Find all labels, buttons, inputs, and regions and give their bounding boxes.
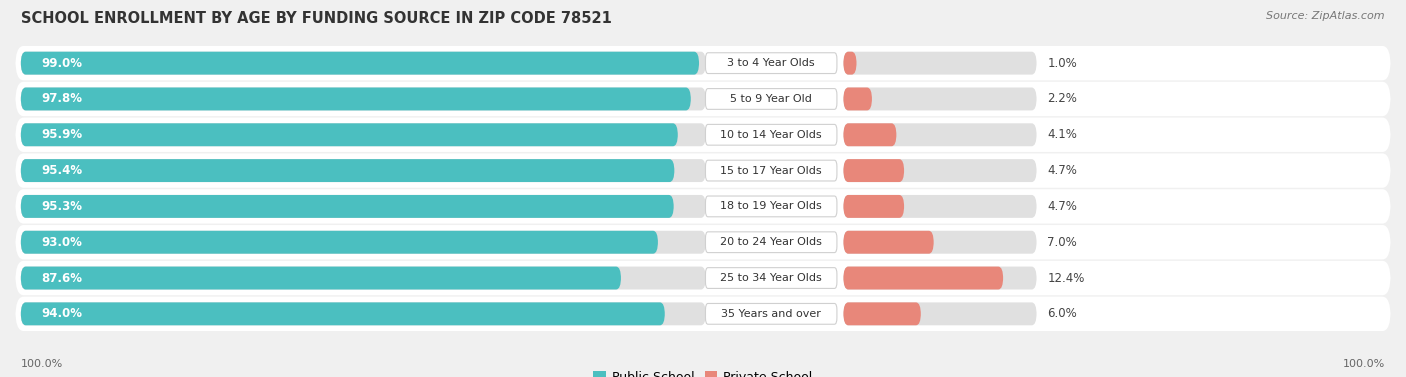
Legend: Public School, Private School: Public School, Private School (588, 366, 818, 377)
FancyBboxPatch shape (706, 89, 837, 109)
Text: 87.6%: 87.6% (42, 271, 83, 285)
Text: 15 to 17 Year Olds: 15 to 17 Year Olds (720, 166, 823, 176)
Text: SCHOOL ENROLLMENT BY AGE BY FUNDING SOURCE IN ZIP CODE 78521: SCHOOL ENROLLMENT BY AGE BY FUNDING SOUR… (21, 11, 612, 26)
FancyBboxPatch shape (844, 302, 1036, 325)
FancyBboxPatch shape (15, 118, 1391, 152)
FancyBboxPatch shape (21, 87, 706, 110)
Text: 5 to 9 Year Old: 5 to 9 Year Old (730, 94, 813, 104)
FancyBboxPatch shape (844, 267, 1002, 290)
Text: 12.4%: 12.4% (1047, 271, 1085, 285)
FancyBboxPatch shape (21, 159, 675, 182)
FancyBboxPatch shape (21, 195, 673, 218)
FancyBboxPatch shape (21, 52, 699, 75)
Text: 94.0%: 94.0% (42, 307, 83, 320)
FancyBboxPatch shape (15, 261, 1391, 295)
FancyBboxPatch shape (21, 123, 678, 146)
FancyBboxPatch shape (15, 189, 1391, 224)
Text: 18 to 19 Year Olds: 18 to 19 Year Olds (720, 201, 823, 211)
Text: 100.0%: 100.0% (21, 359, 63, 369)
Text: 6.0%: 6.0% (1047, 307, 1077, 320)
Text: 97.8%: 97.8% (42, 92, 83, 106)
FancyBboxPatch shape (706, 196, 837, 217)
FancyBboxPatch shape (844, 231, 934, 254)
FancyBboxPatch shape (706, 303, 837, 324)
FancyBboxPatch shape (844, 159, 904, 182)
FancyBboxPatch shape (706, 53, 837, 74)
FancyBboxPatch shape (15, 225, 1391, 259)
Text: 10 to 14 Year Olds: 10 to 14 Year Olds (720, 130, 823, 140)
FancyBboxPatch shape (21, 302, 665, 325)
FancyBboxPatch shape (844, 159, 1036, 182)
FancyBboxPatch shape (21, 267, 621, 290)
FancyBboxPatch shape (21, 52, 706, 75)
Text: 7.0%: 7.0% (1047, 236, 1077, 249)
Text: 4.7%: 4.7% (1047, 200, 1077, 213)
FancyBboxPatch shape (21, 231, 706, 254)
FancyBboxPatch shape (706, 160, 837, 181)
FancyBboxPatch shape (21, 195, 706, 218)
FancyBboxPatch shape (844, 123, 897, 146)
FancyBboxPatch shape (21, 302, 706, 325)
Text: 3 to 4 Year Olds: 3 to 4 Year Olds (727, 58, 815, 68)
FancyBboxPatch shape (706, 232, 837, 253)
Text: 20 to 24 Year Olds: 20 to 24 Year Olds (720, 237, 823, 247)
FancyBboxPatch shape (706, 124, 837, 145)
FancyBboxPatch shape (15, 153, 1391, 188)
Text: 95.9%: 95.9% (42, 128, 83, 141)
Text: 100.0%: 100.0% (1343, 359, 1385, 369)
FancyBboxPatch shape (844, 231, 1036, 254)
FancyBboxPatch shape (844, 52, 1036, 75)
FancyBboxPatch shape (21, 123, 706, 146)
FancyBboxPatch shape (844, 302, 921, 325)
Text: Source: ZipAtlas.com: Source: ZipAtlas.com (1267, 11, 1385, 21)
FancyBboxPatch shape (844, 87, 872, 110)
FancyBboxPatch shape (15, 82, 1391, 116)
Text: 2.2%: 2.2% (1047, 92, 1077, 106)
Text: 35 Years and over: 35 Years and over (721, 309, 821, 319)
FancyBboxPatch shape (21, 231, 658, 254)
FancyBboxPatch shape (844, 87, 1036, 110)
Text: 4.1%: 4.1% (1047, 128, 1077, 141)
FancyBboxPatch shape (21, 87, 690, 110)
Text: 1.0%: 1.0% (1047, 57, 1077, 70)
Text: 99.0%: 99.0% (42, 57, 83, 70)
FancyBboxPatch shape (15, 297, 1391, 331)
FancyBboxPatch shape (844, 267, 1036, 290)
Text: 4.7%: 4.7% (1047, 164, 1077, 177)
Text: 95.3%: 95.3% (42, 200, 83, 213)
FancyBboxPatch shape (844, 195, 904, 218)
FancyBboxPatch shape (21, 159, 706, 182)
FancyBboxPatch shape (844, 195, 1036, 218)
Text: 93.0%: 93.0% (42, 236, 83, 249)
Text: 25 to 34 Year Olds: 25 to 34 Year Olds (720, 273, 823, 283)
FancyBboxPatch shape (21, 267, 706, 290)
FancyBboxPatch shape (844, 52, 856, 75)
FancyBboxPatch shape (15, 46, 1391, 80)
FancyBboxPatch shape (844, 123, 1036, 146)
FancyBboxPatch shape (706, 268, 837, 288)
Text: 95.4%: 95.4% (42, 164, 83, 177)
